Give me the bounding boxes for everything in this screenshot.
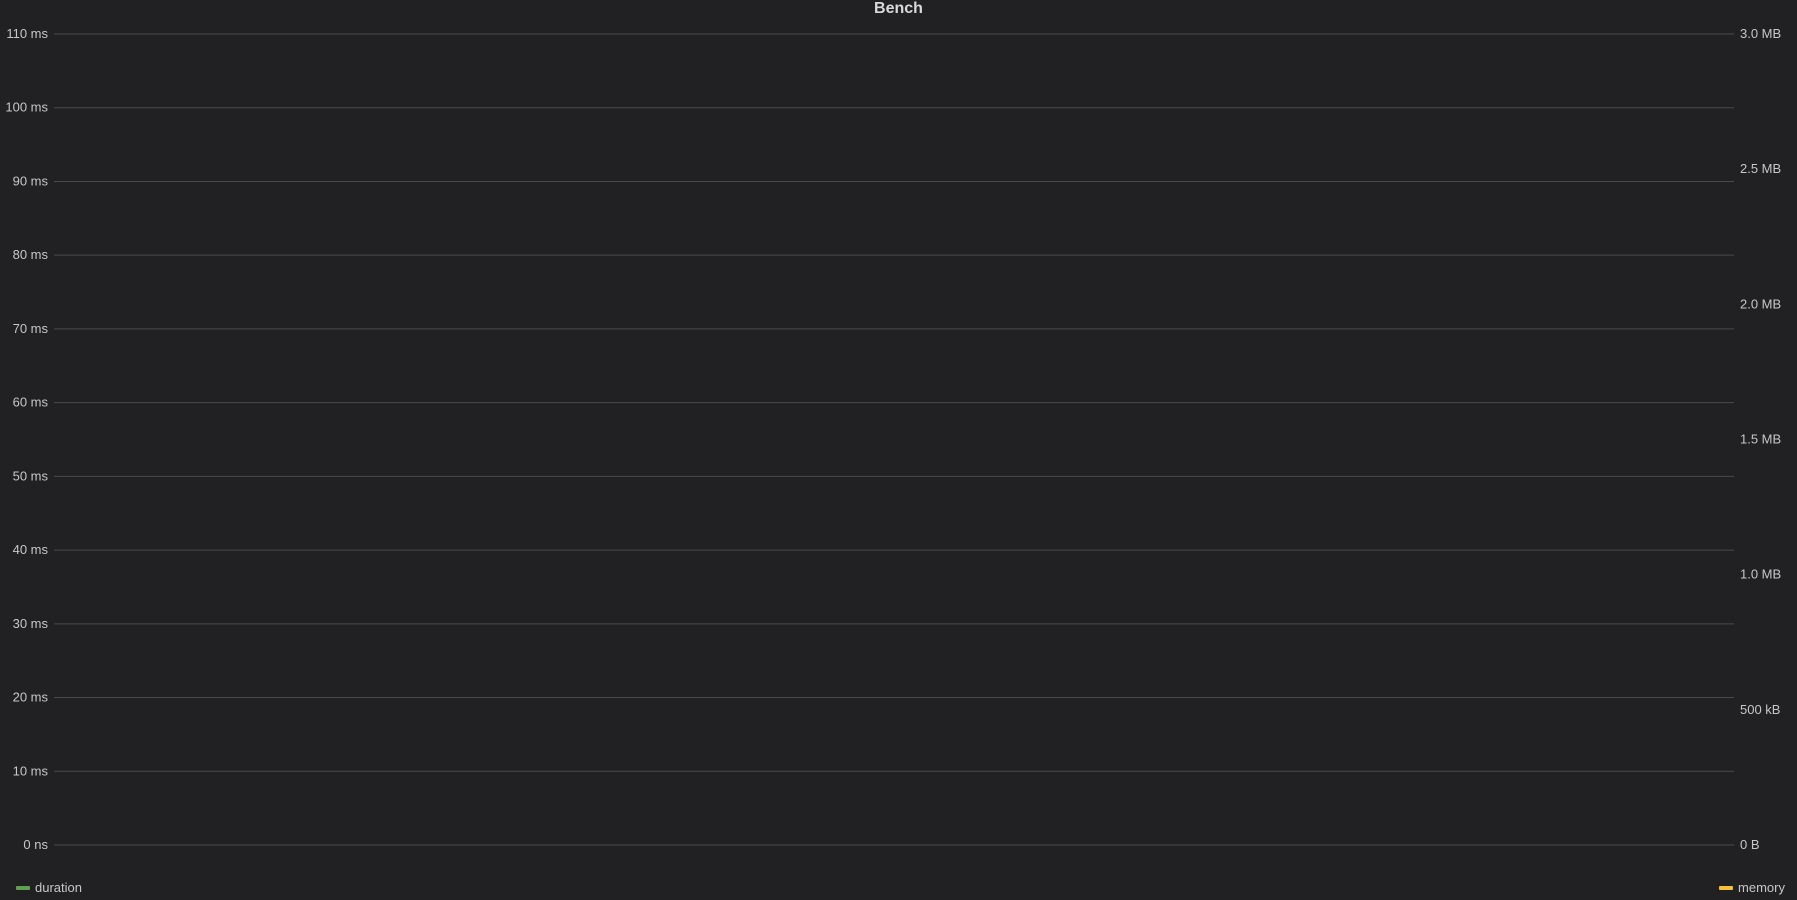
y-left-tick-label: 90 ms bbox=[13, 173, 49, 188]
legend-label-duration: duration bbox=[35, 880, 82, 895]
y-right-tick-label: 0 B bbox=[1740, 837, 1760, 852]
y-right-tick-label: 500 kB bbox=[1740, 702, 1780, 717]
y-left-tick-label: 70 ms bbox=[13, 321, 49, 336]
chart-title[interactable]: Bench bbox=[874, 0, 923, 17]
y-right-tick-label: 2.0 MB bbox=[1740, 296, 1781, 311]
y-left-tick-label: 80 ms bbox=[13, 247, 49, 262]
y-left-tick-label: 0 ns bbox=[23, 837, 48, 852]
y-right-tick-label: 3.0 MB bbox=[1740, 26, 1781, 41]
y-right-tick-label: 1.0 MB bbox=[1740, 567, 1781, 582]
legend-swatch-memory bbox=[1719, 886, 1734, 890]
legend-label-memory: memory bbox=[1738, 880, 1785, 895]
right-y-axis: 0 B 500 kB 1.0 MB 1.5 MB 2.0 MB 2.5 MB 3.0 MB bbox=[1740, 26, 1781, 852]
y-right-tick-label: 2.5 MB bbox=[1740, 161, 1781, 176]
y-left-tick-label: 110 ms bbox=[6, 26, 48, 41]
grid-layer bbox=[54, 33, 1734, 846]
y-left-tick-label: 100 ms bbox=[5, 100, 48, 115]
legend-swatch-duration bbox=[16, 886, 30, 890]
y-left-tick-label: 20 ms bbox=[13, 690, 49, 705]
y-right-tick-label: 1.5 MB bbox=[1740, 432, 1781, 447]
y-left-tick-label: 40 ms bbox=[13, 542, 49, 557]
left-y-axis: 0 ns 10 ms 20 ms 30 ms 40 ms 50 ms 60 ms 70 ms 8… bbox=[5, 26, 48, 852]
legend-item-duration[interactable]: duration bbox=[16, 880, 82, 896]
y-left-tick-label: 50 ms bbox=[13, 468, 49, 483]
y-left-tick-label: 30 ms bbox=[13, 616, 49, 631]
y-left-tick-label: 60 ms bbox=[13, 395, 49, 410]
legend-item-memory[interactable]: memory bbox=[1719, 880, 1785, 896]
y-left-tick-label: 10 ms bbox=[13, 763, 49, 778]
